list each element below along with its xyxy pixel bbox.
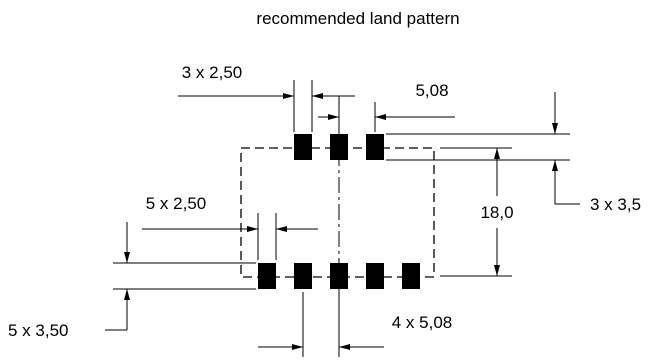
dimension-bottom-pad-height: 5 x 3,50 [8, 222, 256, 340]
pad-bottom-5 [402, 263, 420, 289]
pad-bottom-4 [366, 263, 384, 289]
label-top-pitch: 5,08 [415, 81, 448, 100]
bottom-pad-row [258, 263, 420, 289]
drawing-title: recommended land pattern [256, 9, 459, 28]
label-top-pad-width: 3 x 2,50 [182, 63, 243, 82]
pad-top-2 [330, 134, 348, 160]
pad-bottom-2 [294, 263, 312, 289]
component-outline [240, 147, 435, 278]
pad-bottom-1 [258, 263, 276, 289]
label-row-distance: 18,0 [480, 203, 513, 222]
top-pad-row [294, 134, 384, 160]
dimension-bottom-pitch: 4 x 5,08 [258, 292, 452, 357]
dimension-top-pad-height: 3 x 3,5 [386, 92, 641, 214]
dimension-bottom-pad-width: 5 x 2,50 [142, 194, 318, 260]
pad-top-1 [294, 134, 312, 160]
dimension-row-distance: 18,0 [440, 147, 514, 277]
dimension-top-pitch: 5,08 [318, 81, 455, 132]
dimension-top-pad-width: 3 x 2,50 [178, 63, 355, 132]
pad-bottom-3 [330, 263, 348, 289]
label-bottom-pitch: 4 x 5,08 [392, 313, 453, 332]
label-bottom-pad-height: 5 x 3,50 [8, 321, 69, 340]
label-bottom-pad-width: 5 x 2,50 [146, 194, 207, 213]
pad-top-3 [366, 134, 384, 160]
label-top-pad-height: 3 x 3,5 [590, 195, 641, 214]
